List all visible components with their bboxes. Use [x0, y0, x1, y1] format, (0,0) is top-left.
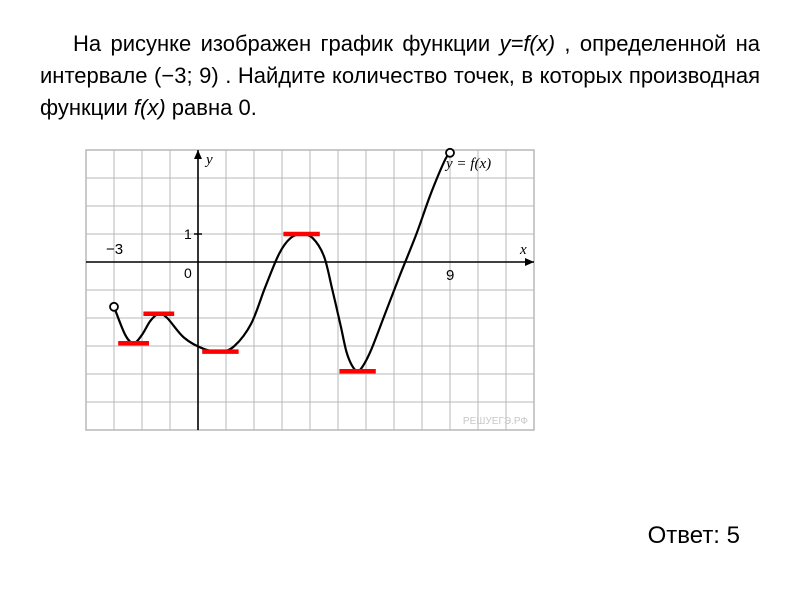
problem-text: На рисунке изображен график функции y=f(…	[40, 28, 760, 124]
function-chart: РЕШУЕГЭ.РФ y x 1 0 −3 9 y = f(x)	[80, 144, 540, 436]
answer-label: Ответ: 5	[648, 522, 740, 550]
svg-text:0: 0	[184, 265, 192, 281]
svg-text:−3: −3	[106, 241, 123, 258]
svg-text:y: y	[204, 152, 213, 168]
svg-text:9: 9	[446, 267, 454, 284]
problem-part3: равна 0.	[166, 95, 257, 120]
problem-fn2: f(x)	[134, 95, 166, 120]
svg-text:РЕШУЕГЭ.РФ: РЕШУЕГЭ.РФ	[463, 416, 528, 427]
svg-text:x: x	[519, 242, 527, 258]
problem-part1: На рисунке изображен график функции	[73, 31, 499, 56]
chart-container: РЕШУЕГЭ.РФ y x 1 0 −3 9 y = f(x)	[80, 144, 760, 441]
problem-fn: y=f(x)	[499, 31, 555, 56]
svg-text:1: 1	[184, 226, 192, 242]
svg-text:y = f(x): y = f(x)	[444, 156, 491, 172]
